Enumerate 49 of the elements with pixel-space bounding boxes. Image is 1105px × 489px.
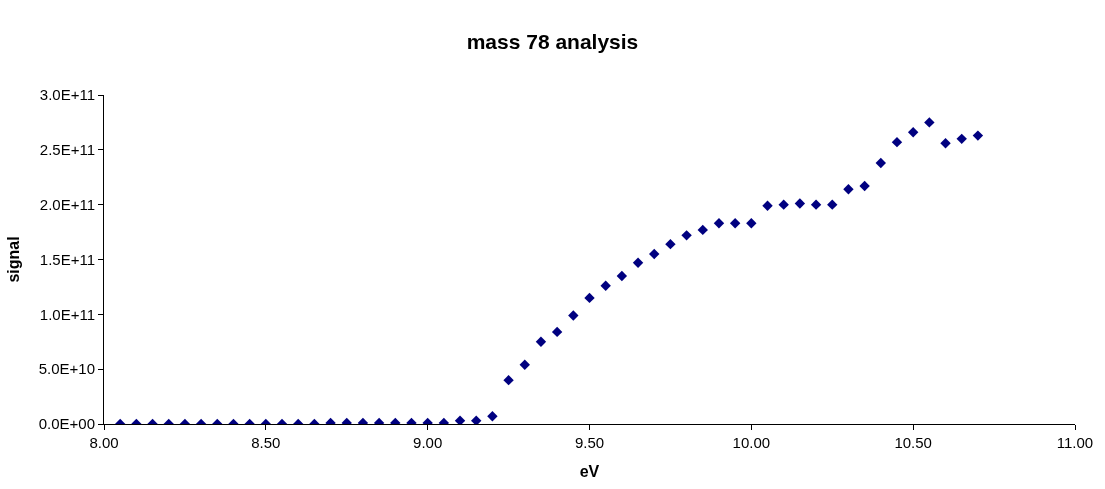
point: [778, 199, 789, 210]
chart-title: mass 78 analysis: [466, 29, 639, 53]
point: [956, 133, 967, 145]
point: [729, 218, 741, 229]
point: [972, 130, 984, 141]
x-tick-label: 11.00: [1056, 434, 1094, 451]
point: [875, 157, 886, 169]
point: [746, 218, 757, 229]
y-tick-label: 1.5E+11: [39, 250, 95, 268]
point: [519, 359, 530, 370]
point: [859, 180, 870, 192]
x-tick-label: 9.50: [574, 434, 605, 451]
point: [584, 292, 595, 304]
point: [713, 218, 725, 229]
point: [907, 127, 919, 138]
point: [762, 200, 773, 211]
point: [810, 199, 822, 210]
point: [503, 374, 514, 386]
y-tick-label: 3.0E+11: [39, 86, 95, 104]
x-tick-label: 10.00: [732, 434, 771, 451]
point: [535, 336, 547, 347]
x-tick-label: 10.50: [894, 434, 932, 451]
point: [924, 117, 935, 128]
point: [940, 138, 951, 149]
point: [471, 415, 482, 424]
point: [649, 248, 660, 260]
y-tick-label: 1.0E+11: [39, 305, 95, 323]
y-tick-label: 0.0E+00: [38, 415, 95, 433]
point: [551, 326, 563, 338]
x-tick-label: 8.50: [251, 434, 281, 451]
y-tick-label: 2.0E+11: [39, 195, 95, 213]
point: [794, 198, 806, 209]
y-tick-label: 2.5E+11: [39, 141, 95, 159]
point: [681, 230, 692, 241]
point: [568, 310, 579, 321]
x-tick-label: 9.00: [413, 434, 443, 451]
x-axis-title: eV: [579, 462, 600, 480]
point: [827, 199, 838, 210]
point: [454, 415, 466, 424]
point: [665, 238, 676, 250]
x-tick-label: 8.00: [89, 434, 119, 451]
point: [891, 136, 903, 148]
point: [843, 184, 854, 195]
point: [632, 257, 644, 268]
y-axis-title: signal: [4, 236, 22, 283]
y-tick-label: 5.0E+10: [38, 360, 95, 378]
point: [600, 280, 611, 292]
point: [697, 224, 708, 236]
point: [616, 270, 628, 282]
